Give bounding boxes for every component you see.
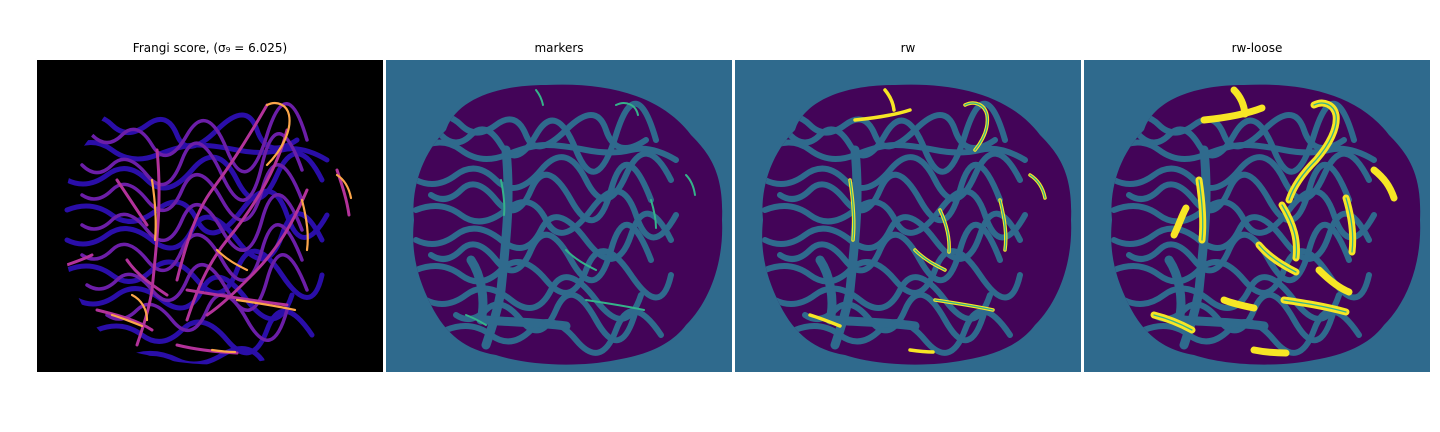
markers-image [386,60,732,372]
panel-title-rw: rw [900,41,916,55]
panel-title-rw-loose: rw-loose [1231,41,1283,55]
rw-loose-image [1084,60,1430,372]
panel-title-frangi: Frangi score, (σ₉ = 6.025) [132,41,288,55]
panel-title-markers: markers [534,41,584,55]
rw-image [735,60,1081,372]
frangi-score-image [37,60,383,372]
